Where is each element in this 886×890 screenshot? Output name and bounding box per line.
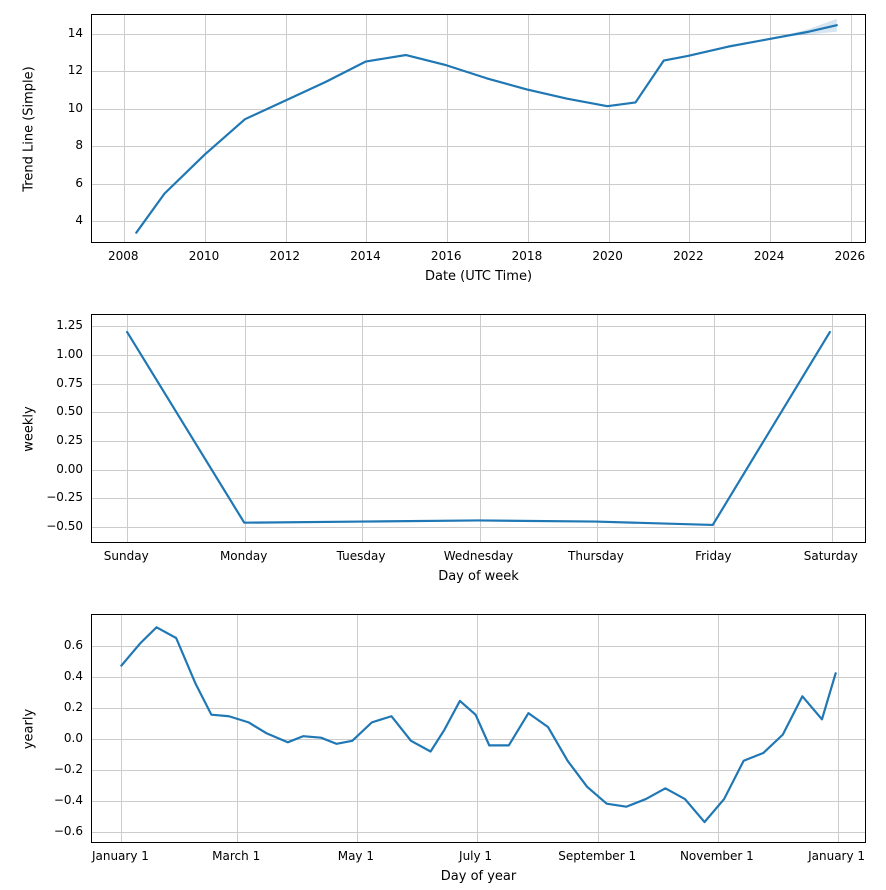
xtick-label: March 1	[212, 849, 260, 863]
xtick-label: January 1	[92, 849, 149, 863]
xlabel-yearly: Day of year	[441, 869, 516, 884]
xtick-label: January 1	[808, 849, 865, 863]
plot-area-yearly	[91, 614, 866, 843]
series-line	[121, 627, 835, 822]
ytick-label: −0.2	[54, 762, 83, 776]
xtick-label: September 1	[558, 849, 636, 863]
xtick-label: November 1	[680, 849, 754, 863]
line-svg-yearly	[92, 615, 865, 842]
xtick-label: May 1	[338, 849, 374, 863]
ylabel-yearly: yearly	[22, 708, 37, 748]
ytick-label: 0.6	[64, 638, 83, 652]
ytick-label: −0.4	[54, 793, 83, 807]
ytick-label: 0.2	[64, 700, 83, 714]
ytick-label: 0.4	[64, 669, 83, 683]
ytick-label: −0.6	[54, 824, 83, 838]
ytick-label: 0.0	[64, 731, 83, 745]
xtick-label: July 1	[459, 849, 492, 863]
chart-panel-yearly: January 1 March 1 May 1 July 1 September 1 No…	[0, 0, 886, 890]
